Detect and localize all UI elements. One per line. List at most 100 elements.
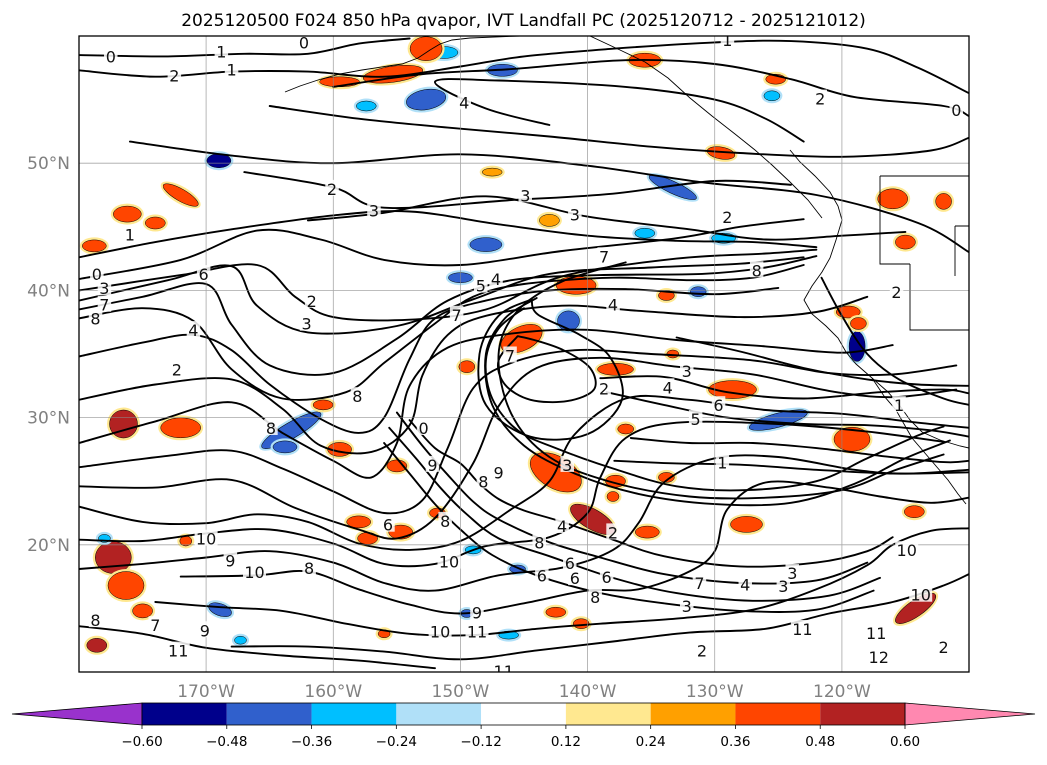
contour-label-bg (198, 621, 212, 638)
shaded-region-core (545, 606, 567, 618)
shaded-region (479, 165, 505, 179)
contour-label: 8 (478, 473, 488, 492)
contour-label-bg (492, 662, 516, 672)
contour-label-bg (299, 314, 314, 331)
shaded-region (355, 529, 381, 547)
contour-label: 7 (150, 616, 160, 635)
contour-label-bg (304, 291, 319, 308)
contour-label: 2 (169, 67, 179, 86)
shaded-region-core (617, 423, 634, 435)
contour-line (332, 58, 969, 118)
contour-label-bg (695, 641, 709, 658)
contour-line (79, 625, 436, 670)
shaded-region (901, 503, 927, 521)
contour-label: 6 (383, 516, 393, 535)
contour-line (79, 348, 958, 515)
shaded-region (595, 360, 636, 378)
shaded-region (456, 358, 478, 376)
shaded-region (158, 415, 204, 441)
shaded-region (142, 214, 168, 232)
contour-label-bg (196, 265, 211, 282)
shaded-region-core (234, 635, 247, 645)
shaded-region (467, 235, 505, 255)
contour-label-bg (680, 361, 694, 378)
contour-label: 2 (815, 90, 825, 109)
contour-label-bg (170, 360, 184, 377)
shaded-region-core (877, 188, 908, 210)
shaded-region (655, 469, 677, 485)
colorbar-box (311, 703, 397, 725)
contour-line (675, 336, 969, 387)
contour-line (613, 459, 969, 475)
contour-label-bg (186, 321, 201, 338)
shaded-region (632, 523, 662, 541)
shaded-region (353, 98, 379, 114)
shaded-region-core (162, 183, 199, 207)
contour-label-bg (476, 472, 491, 489)
shaded-region-core (730, 516, 763, 533)
contour-label: 7 (694, 574, 704, 593)
contour-label: 1 (894, 396, 904, 415)
contour-label-bg (660, 378, 675, 395)
contour-label: 2 (939, 638, 949, 657)
shaded-region-core (469, 237, 503, 252)
contour-label: 2 (722, 208, 732, 227)
shaded-region (270, 438, 300, 456)
shaded-region (105, 569, 147, 602)
colorbar-tick-label: −0.12 (460, 734, 501, 750)
contour-label-bg (720, 207, 735, 224)
shaded-region-core (95, 541, 132, 574)
contour-line (268, 105, 969, 158)
shaded-region (632, 225, 658, 241)
contour-label-bg (416, 419, 431, 435)
contour-line (434, 78, 805, 143)
contour-label-bg (555, 517, 569, 533)
contour-label-bg (949, 101, 963, 117)
shaded-region (761, 88, 783, 104)
contour-line (820, 276, 969, 406)
contour-label: 0 (92, 265, 102, 284)
contour-line (79, 37, 411, 58)
contour-label-bg (437, 552, 461, 569)
contour-label: 11 (792, 620, 812, 639)
shaded-region (687, 284, 709, 300)
lat-tick-label: 50°N (27, 154, 70, 174)
contour-label: 4 (608, 296, 618, 315)
contour-label: 10 (897, 541, 917, 560)
contour-label: 4 (459, 93, 469, 112)
shaded-region (160, 181, 201, 209)
contour-label: 4 (188, 321, 198, 340)
contour-line (79, 218, 805, 280)
contour-label: 2 (608, 523, 618, 542)
contour-label-bg (785, 564, 799, 581)
gridlines (79, 36, 969, 672)
colorbar-tick-label: 0.12 (551, 734, 581, 750)
contour-label-bg (457, 93, 471, 110)
contour-label-bg (867, 648, 891, 664)
shaded-region-core (904, 505, 925, 518)
contour-label: 8 (440, 512, 450, 531)
contour-label: 9 (427, 456, 437, 475)
contour-label: 3 (562, 456, 572, 475)
shaded-region (664, 347, 682, 361)
contour-label-bg (367, 201, 381, 218)
contour-label-bg (892, 396, 906, 413)
contour-label: 1 (216, 43, 226, 62)
contour-label: 10 (244, 563, 264, 582)
contour-label-bg (474, 276, 488, 293)
colorbar-tick-label: 0.60 (890, 734, 920, 750)
shaded-region-core (160, 417, 201, 439)
contour-label-bg (350, 387, 365, 404)
shaded-region (84, 635, 110, 655)
contour-label-bg (88, 309, 103, 326)
shaded-region-core (572, 618, 590, 629)
shaded-region (536, 211, 562, 229)
shaded-region (646, 173, 699, 202)
shaded-region-core (272, 440, 298, 454)
contour-label: 4 (740, 576, 750, 595)
contour-label: 10 (911, 586, 931, 605)
contour-label: 8 (90, 310, 100, 329)
colorbar-box (650, 703, 736, 725)
contour-label: 1 (125, 226, 135, 245)
